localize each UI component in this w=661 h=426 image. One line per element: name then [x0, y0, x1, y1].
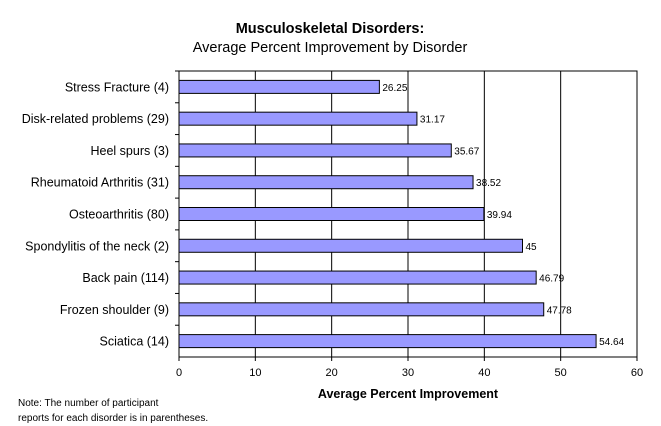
- bar: [178, 207, 485, 221]
- data-label: 47.78: [547, 305, 572, 316]
- category-label: Heel spurs (3): [91, 144, 170, 158]
- x-tick-label-0: 0: [176, 367, 182, 379]
- x-tick-label-60: 60: [631, 367, 643, 379]
- bar: [178, 175, 474, 190]
- data-label: 31.17: [420, 115, 445, 126]
- data-label: 26.25: [382, 83, 407, 94]
- bar: [178, 334, 597, 349]
- category-label: Rheumatoid Arthritis (31): [31, 176, 169, 190]
- x-tick-label-10: 10: [249, 367, 261, 379]
- footnote: Note: The number of participant reports …: [18, 396, 248, 426]
- bar: [178, 238, 523, 253]
- footnote-line-2: reports for each disorder is in parenthe…: [18, 413, 209, 424]
- bar: [178, 143, 452, 158]
- x-axis-ticks: 0 10 20 30 40 50 60: [176, 357, 643, 379]
- x-tick-label-20: 20: [326, 367, 338, 379]
- category-label: Frozen shoulder (9): [60, 303, 169, 317]
- x-tick-label-50: 50: [555, 367, 567, 379]
- x-tick-label-40: 40: [478, 367, 490, 379]
- category-label: Osteoarthritis (80): [69, 208, 169, 222]
- bar: [178, 302, 545, 317]
- category-label: Disk-related problems (29): [22, 112, 169, 126]
- chart-title: Musculoskeletal Disorders:: [236, 21, 425, 37]
- data-label: 35.67: [454, 146, 479, 157]
- data-label: 38.52: [476, 178, 501, 189]
- x-tick-label-30: 30: [402, 367, 414, 379]
- category-label: Stress Fracture (4): [65, 80, 169, 94]
- bar: [178, 79, 380, 94]
- data-label: 39.94: [487, 210, 512, 221]
- category-label: Sciatica (14): [100, 335, 169, 349]
- data-label: 46.79: [539, 274, 564, 285]
- data-label: 45: [526, 242, 538, 253]
- category-label: Back pain (114): [82, 271, 169, 285]
- category-labels: Stress Fracture (4) Disk-related problems…: [22, 70, 179, 349]
- bar: [178, 111, 418, 126]
- chart-subtitle: Average Percent Improvement by Disorder: [193, 40, 468, 56]
- footnote-line-1: Note: The number of participant: [18, 398, 159, 409]
- bar: [178, 270, 537, 285]
- x-axis-title: Average Percent Improvement: [318, 387, 499, 401]
- category-label: Spondylitis of the neck (2): [25, 239, 169, 253]
- bars: 26.25 31.17 35.67 38.52 39.94 45 46.79 47.78 54.…: [178, 79, 625, 349]
- data-label: 54.64: [599, 337, 624, 348]
